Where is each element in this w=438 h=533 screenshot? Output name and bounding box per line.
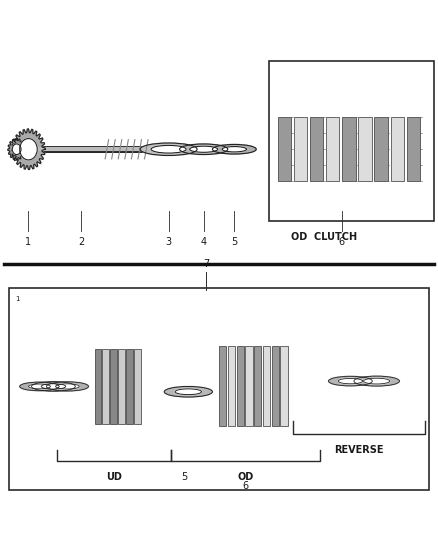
Ellipse shape [328, 376, 372, 386]
Bar [110, 349, 117, 424]
Bar [269, 61, 434, 221]
Circle shape [12, 144, 21, 155]
Bar [280, 346, 288, 426]
Text: 6: 6 [242, 481, 248, 491]
Bar [343, 117, 356, 181]
Bar [9, 288, 429, 490]
Bar [278, 117, 291, 181]
Ellipse shape [32, 382, 75, 391]
Bar [272, 346, 279, 426]
Ellipse shape [222, 147, 247, 152]
Ellipse shape [151, 146, 186, 153]
Bar [219, 346, 226, 426]
Text: 5: 5 [231, 237, 237, 247]
Text: 5: 5 [181, 472, 187, 482]
Circle shape [20, 139, 37, 160]
Bar [118, 349, 125, 424]
Text: REVERSE: REVERSE [334, 445, 384, 455]
Ellipse shape [354, 376, 399, 386]
Bar [263, 346, 270, 426]
Text: OD: OD [237, 472, 254, 482]
Ellipse shape [46, 382, 88, 391]
Bar [294, 117, 307, 181]
Bar [228, 346, 235, 426]
Bar [134, 349, 141, 424]
Ellipse shape [180, 144, 228, 155]
Bar [358, 117, 371, 181]
Ellipse shape [56, 384, 79, 389]
Bar [406, 117, 420, 181]
Ellipse shape [41, 384, 66, 389]
Ellipse shape [190, 146, 218, 152]
Text: OD  CLUTCH: OD CLUTCH [291, 232, 357, 242]
Ellipse shape [164, 386, 212, 397]
Bar [126, 349, 133, 424]
Bar [102, 349, 109, 424]
Ellipse shape [20, 382, 59, 391]
Ellipse shape [140, 143, 197, 156]
Ellipse shape [212, 144, 256, 154]
Text: UD: UD [106, 472, 122, 482]
Bar [310, 117, 323, 181]
Polygon shape [12, 129, 45, 169]
Ellipse shape [175, 389, 201, 394]
Bar [245, 346, 253, 426]
Ellipse shape [338, 378, 363, 384]
Bar [326, 117, 339, 181]
Text: 7: 7 [203, 259, 209, 269]
Text: 6: 6 [339, 237, 345, 247]
Ellipse shape [28, 384, 50, 389]
Bar [237, 346, 244, 426]
Bar [95, 349, 101, 424]
Bar [374, 117, 388, 181]
Text: 1: 1 [25, 237, 32, 247]
Bar [391, 117, 404, 181]
Text: 2: 2 [78, 237, 84, 247]
Polygon shape [8, 139, 25, 160]
Text: 4: 4 [201, 237, 207, 247]
Bar [254, 346, 261, 426]
Text: 3: 3 [166, 237, 172, 247]
Ellipse shape [364, 378, 390, 384]
Text: 1: 1 [15, 296, 20, 302]
